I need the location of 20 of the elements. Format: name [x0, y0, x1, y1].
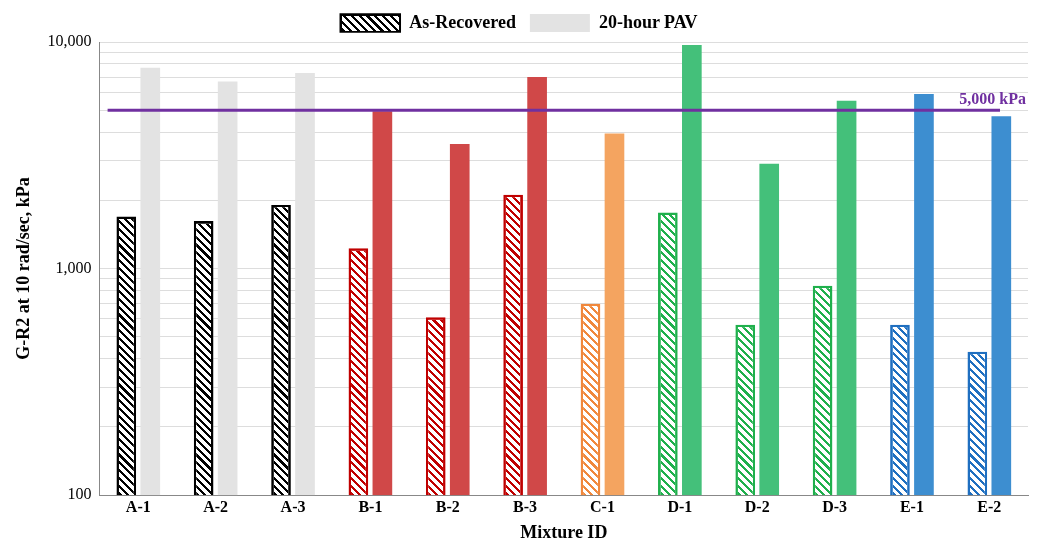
x-tick-label: D-2	[744, 497, 770, 515]
x-tick-label: A-2	[203, 497, 229, 515]
y-tick-label: 10,000	[47, 32, 92, 50]
x-tick-label: B-1	[358, 497, 383, 515]
x-axis-title: Mixture ID	[520, 521, 608, 542]
legend-label: 20-hour PAV	[598, 11, 698, 32]
y-tick-label: 100	[67, 485, 92, 503]
x-tick-label: D-1	[667, 497, 693, 515]
y-axis-title: G-R2 at 10 rad/sec, kPa	[13, 177, 34, 360]
x-tick-label: C-1	[590, 497, 615, 515]
x-tick-label: D-3	[822, 497, 848, 515]
legend-label: As-Recovered	[409, 11, 516, 32]
y-tick-label: 1,000	[55, 258, 92, 276]
x-tick-label: E-1	[899, 497, 924, 515]
x-tick-label: B-2	[435, 497, 460, 515]
x-tick-label: A-3	[280, 497, 306, 515]
x-tick-label: E-2	[977, 497, 1002, 515]
x-tick-label: B-3	[513, 497, 538, 515]
ref-line-label: 5,000 kPa	[959, 90, 1026, 108]
x-tick-label: A-1	[125, 497, 151, 515]
